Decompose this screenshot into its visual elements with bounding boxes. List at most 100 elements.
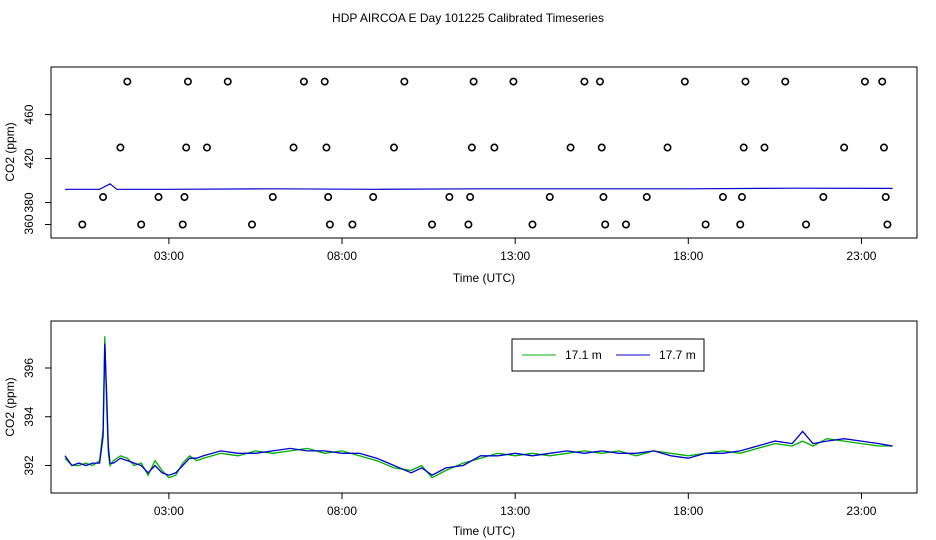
- bottom-x-tick-label: 13:00: [500, 504, 530, 518]
- bottom-x-axis-label: Time (UTC): [453, 524, 515, 538]
- outlier-point: [737, 193, 746, 202]
- outlier-point: [464, 220, 473, 229]
- outlier-point: [739, 143, 748, 152]
- top-y-tick-label: 460: [22, 104, 36, 124]
- outlier-point: [348, 220, 357, 229]
- outlier-point: [736, 220, 745, 229]
- top-y-tick-label: 420: [22, 148, 36, 168]
- outlier-point: [701, 220, 710, 229]
- outlier-point: [490, 143, 499, 152]
- bottom-panel: 03:00 08:00 13:00 18:00 23:00 392 394 396 Time…: [3, 320, 918, 538]
- top-y-axis: 360 380 420 460: [22, 104, 51, 235]
- legend: 17.1 m 17.7 m: [511, 338, 705, 372]
- outlier-point: [325, 220, 334, 229]
- outlier-point: [268, 193, 277, 202]
- top-x-tick-label: 23:00: [846, 249, 876, 263]
- top-x-axis: 03:00 08:00 13:00 18:00 23:00: [154, 238, 877, 263]
- outlier-point: [596, 77, 605, 86]
- bottom-plot-frame: [50, 320, 918, 494]
- outlier-point: [819, 193, 828, 202]
- top-y-tick-label: 360: [22, 214, 36, 234]
- outlier-point: [247, 220, 256, 229]
- outlier-point: [322, 143, 331, 152]
- outlier-point: [718, 193, 727, 202]
- outlier-point: [883, 220, 892, 229]
- outlier-point: [760, 143, 769, 152]
- outlier-point: [428, 220, 437, 229]
- outlier-point: [289, 143, 298, 152]
- outlier-point: [879, 143, 888, 152]
- top-x-tick-label: 08:00: [327, 249, 357, 263]
- bottom-series-layer: [64, 336, 893, 479]
- outlier-point: [621, 220, 630, 229]
- top-panel: 03:00 08:00 13:00 18:00 23:00 360 380 420 460 T…: [3, 66, 918, 285]
- figure-title: HDP AIRCOA E Day 101225 Calibrated Times…: [332, 11, 604, 25]
- outlier-point: [680, 77, 689, 86]
- outlier-point: [99, 193, 108, 202]
- outlier-point: [78, 220, 87, 229]
- outlier-point: [802, 220, 811, 229]
- bottom-y-tick-label: 392: [22, 455, 36, 475]
- bottom-y-tick-label: 396: [22, 358, 36, 378]
- outlier-point: [299, 77, 308, 86]
- outlier-point: [741, 77, 750, 86]
- outlier-point: [180, 193, 189, 202]
- outlier-point: [369, 193, 378, 202]
- top-baseline-line: [65, 183, 893, 190]
- outlier-point: [467, 143, 476, 152]
- outlier-point: [566, 143, 575, 152]
- outlier-point: [663, 143, 672, 152]
- top-outlier-points: [78, 77, 892, 229]
- outlier-point: [781, 77, 790, 86]
- outlier-point: [445, 193, 454, 202]
- outlier-point: [137, 220, 146, 229]
- legend-label-17-1m: 17.1 m: [565, 348, 602, 362]
- top-baseline-layer: [65, 183, 893, 190]
- bottom-y-tick-label: 394: [22, 406, 36, 426]
- top-x-tick-label: 03:00: [154, 249, 184, 263]
- outlier-point: [469, 77, 478, 86]
- top-x-tick-label: 18:00: [673, 249, 703, 263]
- outlier-point: [223, 77, 232, 86]
- series-line-17-1-m: [64, 336, 893, 479]
- outlier-point: [509, 77, 518, 86]
- bottom-x-tick-label: 08:00: [327, 504, 357, 518]
- outlier-point: [642, 193, 651, 202]
- outlier-point: [182, 143, 191, 152]
- bottom-x-tick-label: 23:00: [846, 504, 876, 518]
- bottom-x-tick-label: 18:00: [673, 504, 703, 518]
- bottom-y-axis-label: CO2 (ppm): [3, 377, 17, 436]
- outlier-point: [545, 193, 554, 202]
- top-plot-frame: [50, 66, 918, 239]
- outlier-point: [202, 143, 211, 152]
- top-y-axis-label: CO2 (ppm): [3, 122, 17, 181]
- outlier-point: [881, 193, 890, 202]
- bottom-x-tick-label: 03:00: [154, 504, 184, 518]
- outlier-point: [400, 77, 409, 86]
- outlier-point: [320, 77, 329, 86]
- bottom-y-axis: 392 394 396: [22, 358, 51, 476]
- top-x-axis-label: Time (UTC): [453, 271, 515, 285]
- top-x-tick-label: 13:00: [500, 249, 530, 263]
- legend-label-17-7m: 17.7 m: [659, 348, 696, 362]
- outlier-point: [116, 143, 125, 152]
- outlier-point: [878, 77, 887, 86]
- outlier-point: [840, 143, 849, 152]
- outlier-point: [528, 220, 537, 229]
- top-y-tick-label: 380: [22, 192, 36, 212]
- outlier-point: [599, 193, 608, 202]
- outlier-point: [389, 143, 398, 152]
- outlier-point: [601, 220, 610, 229]
- outlier-point: [183, 77, 192, 86]
- outlier-point: [580, 77, 589, 86]
- outlier-point: [178, 220, 187, 229]
- outlier-point: [154, 193, 163, 202]
- outlier-point: [860, 77, 869, 86]
- outlier-point: [324, 193, 333, 202]
- outlier-point: [466, 193, 475, 202]
- bottom-x-axis: 03:00 08:00 13:00 18:00 23:00: [154, 493, 877, 518]
- outlier-point: [123, 77, 132, 86]
- series-line-17-7-m: [64, 343, 893, 476]
- outlier-point: [597, 143, 606, 152]
